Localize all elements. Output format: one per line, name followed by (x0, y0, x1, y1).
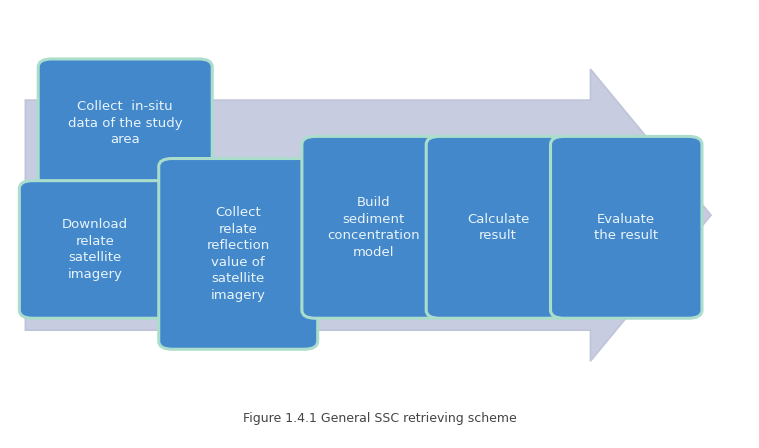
Polygon shape (25, 69, 711, 361)
FancyBboxPatch shape (550, 136, 702, 318)
FancyBboxPatch shape (19, 181, 171, 318)
FancyBboxPatch shape (427, 136, 570, 318)
Text: Figure 1.4.1 General SSC retrieving scheme: Figure 1.4.1 General SSC retrieving sche… (243, 412, 516, 425)
Text: Calculate
result: Calculate result (467, 212, 529, 242)
FancyBboxPatch shape (302, 136, 446, 318)
Text: Build
sediment
concentration
model: Build sediment concentration model (328, 196, 420, 258)
Text: Collect  in-situ
data of the study
area: Collect in-situ data of the study area (68, 100, 182, 146)
Text: Evaluate
the result: Evaluate the result (594, 212, 658, 242)
FancyBboxPatch shape (159, 159, 318, 349)
Text: Collect
relate
reflection
value of
satellite
imagery: Collect relate reflection value of satel… (206, 206, 270, 302)
Text: Download
relate
satellite
imagery: Download relate satellite imagery (62, 218, 128, 281)
FancyBboxPatch shape (38, 59, 213, 188)
